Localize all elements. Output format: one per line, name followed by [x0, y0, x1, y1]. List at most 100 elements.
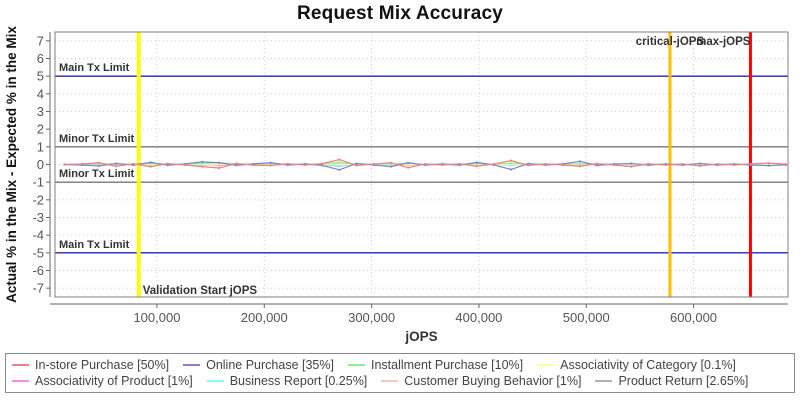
series-point	[750, 162, 753, 165]
y-tick-label: -6	[32, 263, 44, 278]
series-point	[698, 162, 702, 165]
series-point	[698, 164, 702, 168]
x-axis-title: jOPS	[404, 329, 437, 344]
series-point	[338, 161, 341, 164]
series-point	[183, 163, 186, 167]
legend-label: Online Purchase [35%]	[206, 357, 334, 372]
legend-item: Business Report [0.25%]	[206, 374, 368, 389]
series-point	[235, 164, 238, 167]
y-tick-label: 2	[37, 122, 44, 137]
series-point	[286, 162, 289, 165]
series-point	[561, 163, 564, 167]
series-point	[767, 164, 770, 167]
x-tick-label: 200,000	[241, 310, 288, 325]
y-tick-label: -3	[32, 210, 44, 225]
series-point	[767, 161, 770, 165]
y-tick-label: 6	[37, 51, 44, 66]
series-point	[166, 164, 169, 167]
x-tick-label: 100,000	[133, 310, 180, 325]
legend-swatch-icon	[12, 363, 29, 366]
series-point	[664, 163, 667, 167]
series-point	[475, 161, 478, 164]
legend-item: Associativity of Product [1%]	[12, 374, 193, 388]
series-point	[578, 160, 581, 163]
series-point	[218, 166, 221, 170]
legend-swatch-icon	[347, 363, 365, 366]
series-point	[578, 162, 581, 165]
series-point	[235, 162, 238, 165]
series-point	[784, 163, 787, 166]
legend-item: In-store Purchase [50%]	[12, 358, 169, 372]
series-point	[63, 163, 66, 166]
series-point	[389, 165, 393, 168]
y-tick-label: 3	[37, 104, 44, 119]
series-point	[80, 162, 83, 166]
x-tick-label: 500,000	[563, 310, 610, 325]
series-point	[200, 160, 204, 163]
series-point	[115, 165, 118, 168]
y-tick-label: 1	[37, 139, 44, 154]
legend-label: Installment Purchase [10%]	[370, 357, 524, 372]
legend-swatch-icon	[595, 380, 613, 383]
series-point	[269, 161, 272, 164]
legend-swatch-icon	[206, 380, 224, 383]
y-axis-title: Actual % in the Mix - Expected % in the …	[4, 26, 19, 303]
x-tick-label: 300,000	[348, 310, 395, 325]
series-point	[389, 161, 393, 164]
series-point	[372, 162, 375, 166]
series-point	[458, 162, 461, 165]
series-point	[527, 164, 530, 167]
series-point	[406, 166, 410, 169]
y-tick-label: -2	[32, 192, 44, 207]
x-tick-label: 600,000	[670, 310, 717, 325]
legend-item: Associativity of Category [0.1%]	[537, 358, 736, 372]
legend-item: Online Purchase [35%]	[183, 358, 334, 372]
plot-frame	[54, 31, 789, 298]
series-point	[132, 162, 135, 165]
y-tick-label: -4	[32, 228, 44, 243]
series-point	[733, 163, 736, 167]
legend-label: Associativity of Product [1%]	[35, 374, 193, 389]
series-point	[613, 163, 616, 167]
series-point	[338, 158, 341, 161]
legend-item: Customer Buying Behavior [1%]	[381, 374, 581, 388]
limit-line-label: Minor Tx Limit	[59, 168, 135, 180]
legend-label: In-store Purchase [50%]	[35, 357, 170, 372]
series-point	[338, 168, 341, 171]
y-tick-label: -7	[32, 281, 44, 296]
legend-swatch-icon	[12, 380, 29, 383]
legend-row: Associativity of Product [1%] Business Re…	[12, 374, 788, 388]
y-tick-label: 7	[37, 33, 44, 48]
series-point	[200, 165, 204, 168]
marker-label: Validation Start jOPS	[143, 285, 258, 297]
series-point	[252, 164, 255, 167]
series-point	[647, 162, 650, 165]
series-point	[424, 162, 427, 166]
legend-label: Business Report [0.25%]	[229, 374, 368, 389]
legend-swatch-icon	[381, 380, 399, 383]
y-tick-label: 5	[37, 69, 44, 84]
series-point	[630, 165, 633, 168]
series-point	[97, 164, 101, 168]
legend-swatch-icon	[537, 363, 555, 366]
x-tick-label: 400,000	[455, 310, 502, 325]
legend-item: Product Return [2.65%]	[595, 374, 748, 388]
series-point	[321, 162, 324, 165]
series-point	[406, 161, 410, 164]
series-point	[716, 162, 719, 166]
series-point	[149, 165, 152, 168]
series-point	[97, 161, 101, 164]
legend-item: Installment Purchase [10%]	[347, 357, 524, 372]
series-point	[578, 165, 581, 168]
y-tick-label: -1	[32, 175, 44, 190]
series-point	[321, 164, 324, 167]
series-point	[218, 161, 221, 164]
series-point	[441, 163, 444, 167]
limit-line-label: Main Tx Limit	[59, 239, 130, 251]
chart-title: Request Mix Accuracy	[296, 3, 504, 24]
y-tick-label: 0	[37, 157, 44, 172]
series-point	[269, 164, 272, 167]
series-point	[510, 161, 513, 165]
series-point	[149, 161, 152, 164]
